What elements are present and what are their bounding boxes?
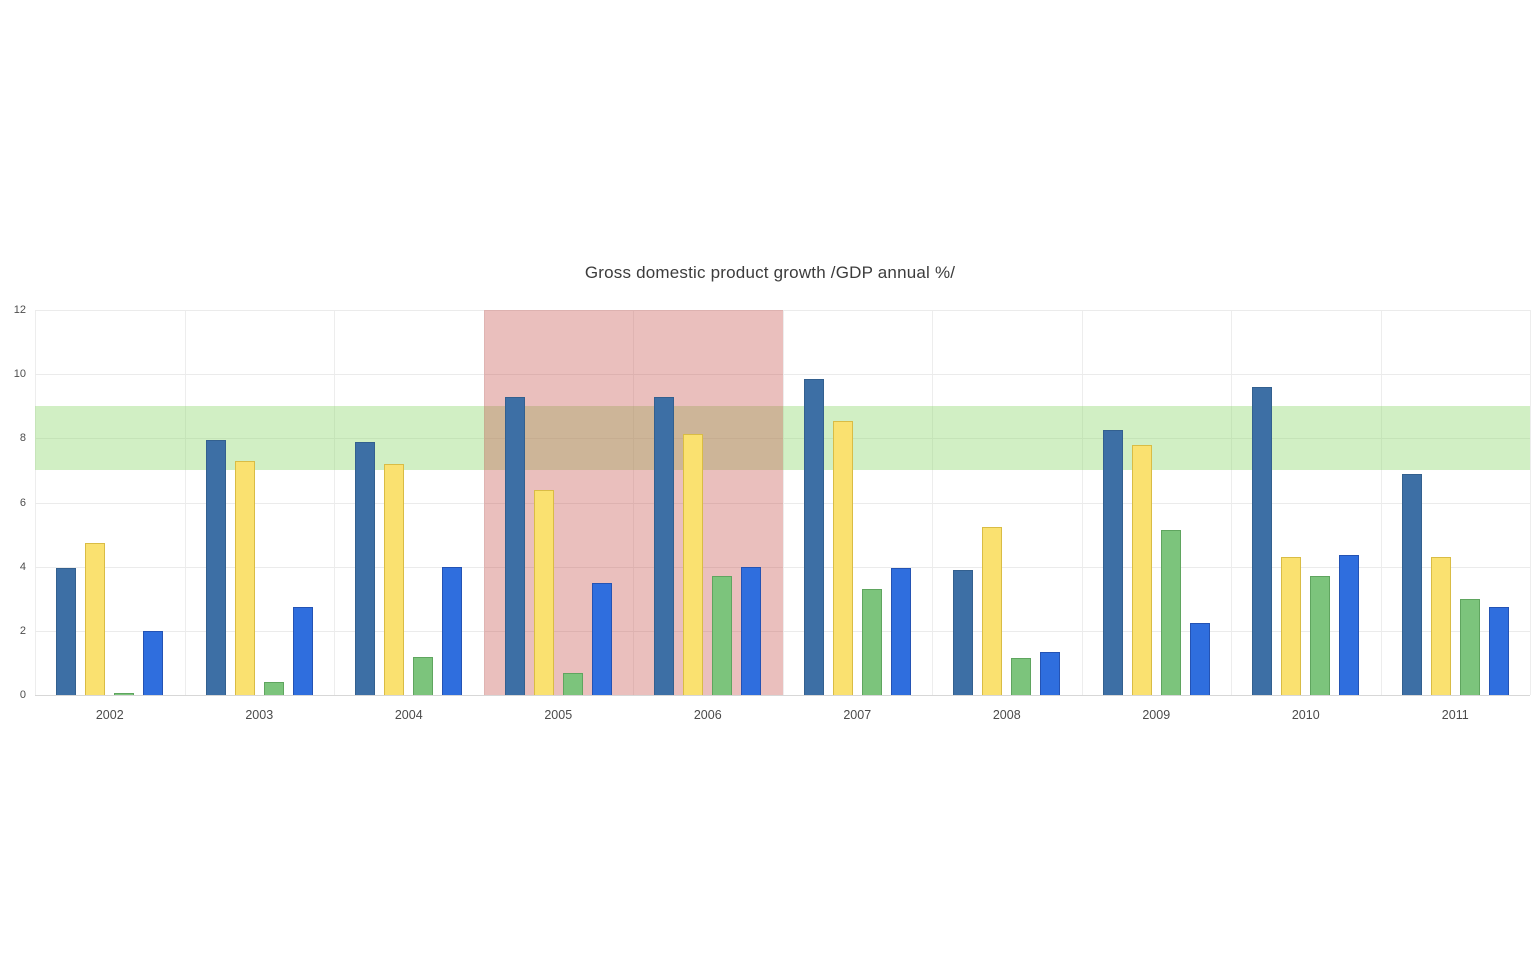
horizontal-gridline (35, 310, 1530, 311)
red-highlight-band (483, 310, 783, 695)
x-tick-label: 2002 (95, 708, 124, 722)
bar (1459, 598, 1480, 695)
chart-title: Gross domestic product growth /GDP annua… (584, 263, 956, 282)
bar (1281, 557, 1302, 695)
bar (1252, 387, 1273, 695)
bar (143, 630, 164, 695)
bar (85, 542, 106, 695)
bar (683, 433, 704, 695)
vertical-gridline (1530, 310, 1531, 695)
green-target-band (35, 406, 1530, 471)
x-tick-label: 2011 (1441, 708, 1469, 722)
bar (953, 569, 974, 695)
bar (562, 672, 583, 695)
bar (413, 656, 434, 695)
y-tick-label: 12 (13, 304, 26, 316)
x-tick-label: 2009 (1142, 708, 1171, 722)
bar (533, 489, 554, 695)
y-tick-label: 2 (19, 624, 26, 637)
bar (712, 576, 733, 695)
y-tick-label: 8 (19, 432, 26, 445)
bar (355, 441, 376, 695)
bar (1160, 529, 1181, 695)
bar (1040, 651, 1061, 695)
x-tick-label: 2004 (394, 708, 423, 722)
bar (1131, 444, 1152, 695)
horizontal-gridline (35, 566, 1530, 568)
bar (654, 396, 675, 695)
y-tick-label: 4 (19, 560, 26, 573)
x-tick-label: 2003 (245, 708, 274, 722)
bar (114, 693, 135, 695)
y-tick-label: 10 (13, 368, 26, 381)
bar (1102, 430, 1123, 695)
bar (1401, 473, 1422, 695)
bar (263, 682, 284, 695)
horizontal-gridline (35, 438, 1530, 440)
bar (1339, 555, 1360, 695)
bar (504, 396, 525, 695)
x-tick-label: 2007 (843, 708, 872, 722)
x-tick-label: 2008 (992, 708, 1021, 722)
horizontal-gridline (35, 695, 1530, 696)
bar (890, 568, 911, 695)
y-tick-label: 6 (19, 496, 26, 509)
x-tick-label: 2006 (693, 708, 722, 722)
bar (442, 566, 463, 695)
bar (803, 378, 824, 695)
bar (1189, 622, 1210, 695)
horizontal-gridline (35, 502, 1530, 504)
y-tick-label: 0 (19, 689, 26, 701)
bar (832, 420, 853, 695)
bar (1310, 576, 1331, 695)
bar (741, 566, 762, 695)
x-tick-label: 2005 (544, 708, 573, 722)
bar (384, 464, 405, 695)
horizontal-gridline (35, 374, 1530, 376)
bar (1488, 606, 1509, 695)
bar (234, 460, 255, 695)
horizontal-gridline (35, 630, 1530, 632)
x-tick-label: 2010 (1291, 708, 1320, 722)
bar (56, 568, 77, 695)
bar (861, 589, 882, 695)
bar (1430, 557, 1451, 695)
bar (205, 439, 226, 695)
bar (1011, 658, 1032, 695)
bar (591, 582, 612, 695)
bar (292, 606, 313, 695)
bar (982, 526, 1003, 695)
